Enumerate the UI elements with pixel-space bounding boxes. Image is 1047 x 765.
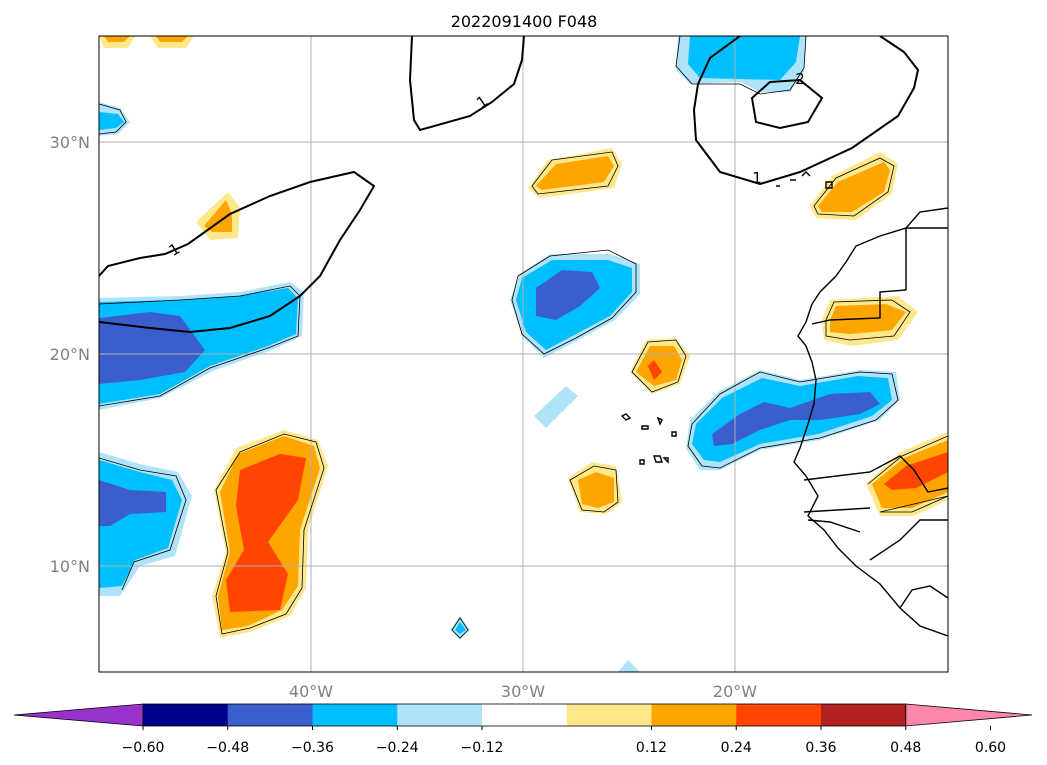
contour-line bbox=[631, 339, 687, 393]
contour-label: 2 bbox=[795, 70, 805, 88]
contour-line bbox=[531, 151, 619, 195]
lat-label-20n: 20°N bbox=[50, 345, 90, 364]
pos-anomaly-orange bbox=[156, 36, 188, 42]
pos-anomaly-orange bbox=[536, 156, 614, 190]
lat-label-10n: 10°N bbox=[50, 557, 90, 576]
contour-label: 1 bbox=[752, 169, 762, 187]
lat-tick-labels: 30°N 20°N 10°N bbox=[50, 133, 90, 576]
colorbar-tick-label: −0.24 bbox=[376, 740, 419, 756]
pos-anomaly-red bbox=[884, 452, 948, 490]
contour-line bbox=[99, 103, 127, 135]
pos-anomaly-orange bbox=[636, 346, 682, 386]
colorbar-segment bbox=[736, 704, 822, 726]
contour-1-north bbox=[408, 36, 525, 132]
contour-line bbox=[825, 299, 911, 341]
contour-1-east bbox=[692, 36, 920, 186]
lon-tick-labels: 40°W 30°W 20°W bbox=[289, 682, 757, 701]
colorbar-tick-label: −0.12 bbox=[461, 740, 504, 756]
border bbox=[811, 228, 907, 325]
colorbar-tick-label: −0.36 bbox=[291, 740, 334, 756]
colorbar-segment bbox=[227, 704, 313, 726]
border bbox=[803, 455, 948, 493]
thick-contours bbox=[99, 36, 920, 334]
pos-anomaly-orange bbox=[818, 162, 890, 212]
gridlines bbox=[99, 36, 948, 672]
colorbar-extend-high bbox=[905, 703, 1033, 727]
pos-anomaly-orange bbox=[104, 36, 130, 42]
colorbar-frame bbox=[142, 703, 907, 727]
contour-line bbox=[687, 371, 899, 469]
neg-anomaly-light bbox=[618, 660, 640, 672]
contour-line bbox=[99, 285, 301, 407]
neg-anomaly-dark bbox=[712, 392, 880, 446]
thin-contours bbox=[99, 36, 948, 639]
neg-anomaly-dark bbox=[536, 270, 600, 320]
colorbar-segment bbox=[566, 704, 652, 726]
contour-line bbox=[99, 457, 187, 591]
lon-label-20w: 20°W bbox=[713, 682, 757, 701]
contour-1-west bbox=[99, 170, 376, 334]
contour-line bbox=[675, 36, 807, 95]
colorbar-tick-label: 0.36 bbox=[805, 740, 836, 756]
colorbar-segment bbox=[397, 704, 483, 726]
colorbar-segment bbox=[482, 704, 568, 726]
colorbar-segment bbox=[821, 704, 907, 726]
border bbox=[869, 519, 948, 561]
neg-anomaly-blue bbox=[99, 112, 124, 130]
contour-line bbox=[451, 617, 469, 639]
border bbox=[803, 507, 871, 513]
lon-label-40w: 40°W bbox=[289, 682, 333, 701]
africa-coast bbox=[793, 207, 948, 637]
border bbox=[807, 519, 861, 533]
border bbox=[899, 585, 948, 609]
map-panel: 1 1 1 2 bbox=[98, 35, 949, 673]
colorbar-segment bbox=[312, 704, 398, 726]
neg-anomaly-dark bbox=[99, 480, 166, 526]
contour-line bbox=[511, 249, 637, 355]
colorbar-extend-low bbox=[13, 703, 144, 727]
colorbar-tick-label: 0.60 bbox=[975, 740, 1006, 756]
map-frame bbox=[98, 35, 949, 673]
coastline bbox=[620, 171, 948, 637]
lat-label-30n: 30°N bbox=[50, 133, 90, 152]
contour-2 bbox=[750, 78, 824, 130]
map-title: 2022091400 F048 bbox=[451, 12, 598, 31]
colorbar-tick-label: −0.60 bbox=[122, 740, 165, 756]
lon-label-30w: 30°W bbox=[501, 682, 545, 701]
neg-anomaly-light bbox=[534, 386, 578, 428]
contour-line bbox=[569, 465, 619, 513]
contour-line bbox=[215, 433, 325, 635]
pos-anomaly-orange bbox=[578, 472, 614, 508]
pos-anomaly-orange bbox=[204, 200, 232, 232]
neg-anomaly-blue bbox=[455, 622, 466, 634]
canary-islands bbox=[776, 171, 833, 189]
colorbar-segment bbox=[651, 704, 737, 726]
contour-line bbox=[813, 157, 895, 217]
pos-anomaly-red bbox=[648, 360, 662, 380]
neg-anomaly-blue bbox=[688, 36, 800, 80]
colorbar: −0.60 −0.48 −0.36 −0.24 −0.12 0.12 0.24 0.36 0.4… bbox=[13, 703, 1033, 756]
anomaly-fill bbox=[99, 36, 948, 672]
colorbar-tick-label: 0.12 bbox=[636, 740, 667, 756]
pos-anomaly-red bbox=[226, 454, 306, 612]
colorbar-tick-label: −0.48 bbox=[206, 740, 249, 756]
colorbar-tick-label: 0.24 bbox=[721, 740, 752, 756]
cape-verde-islands bbox=[620, 413, 677, 465]
contour-line bbox=[867, 435, 948, 513]
colorbar-tick-label: 0.48 bbox=[890, 740, 921, 756]
colorbar-segment bbox=[143, 704, 229, 726]
